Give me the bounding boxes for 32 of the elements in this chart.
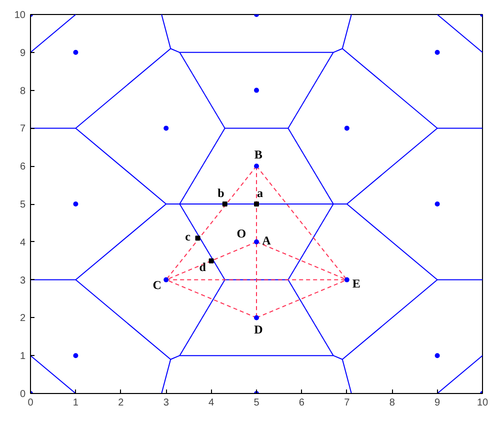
x-tick-label: 4 — [208, 398, 215, 408]
annotation: C — [152, 278, 162, 292]
y-tick-label: 10 — [14, 10, 26, 21]
x-tick-label: 8 — [389, 398, 396, 408]
y-tick-label: 6 — [20, 162, 26, 173]
x-tick-label: 3 — [163, 398, 170, 408]
y-tick-label: 0 — [20, 389, 26, 400]
y-tick-label: 3 — [20, 275, 26, 286]
x-tick-label: 7 — [344, 398, 350, 408]
annotation: O — [236, 226, 246, 241]
annotation: B — [254, 147, 262, 162]
x-tick-label: 2 — [118, 398, 124, 408]
y-tick-label: 1 — [20, 351, 26, 362]
x-tick-label: 5 — [254, 398, 260, 408]
annotation: D — [254, 322, 264, 336]
annotation: a — [257, 186, 264, 200]
annotation: b — [218, 186, 225, 200]
y-tick-label: 2 — [20, 313, 26, 324]
y-tick-label: 9 — [20, 48, 26, 59]
y-tick-label: 5 — [20, 200, 26, 210]
x-tick-label: 6 — [298, 398, 305, 408]
x-tick-label: 0 — [28, 398, 34, 408]
x-tick-label: 10 — [476, 398, 488, 408]
annotation: A — [262, 234, 272, 248]
annotation: d — [199, 260, 206, 274]
y-tick-label: 4 — [20, 237, 26, 248]
y-tick-label: 8 — [20, 86, 26, 97]
annotation: c — [185, 230, 192, 244]
y-tick-label: 7 — [20, 124, 26, 135]
annotation: E — [352, 276, 360, 291]
x-tick-label: 1 — [72, 398, 79, 408]
x-tick-label: 9 — [434, 398, 441, 408]
